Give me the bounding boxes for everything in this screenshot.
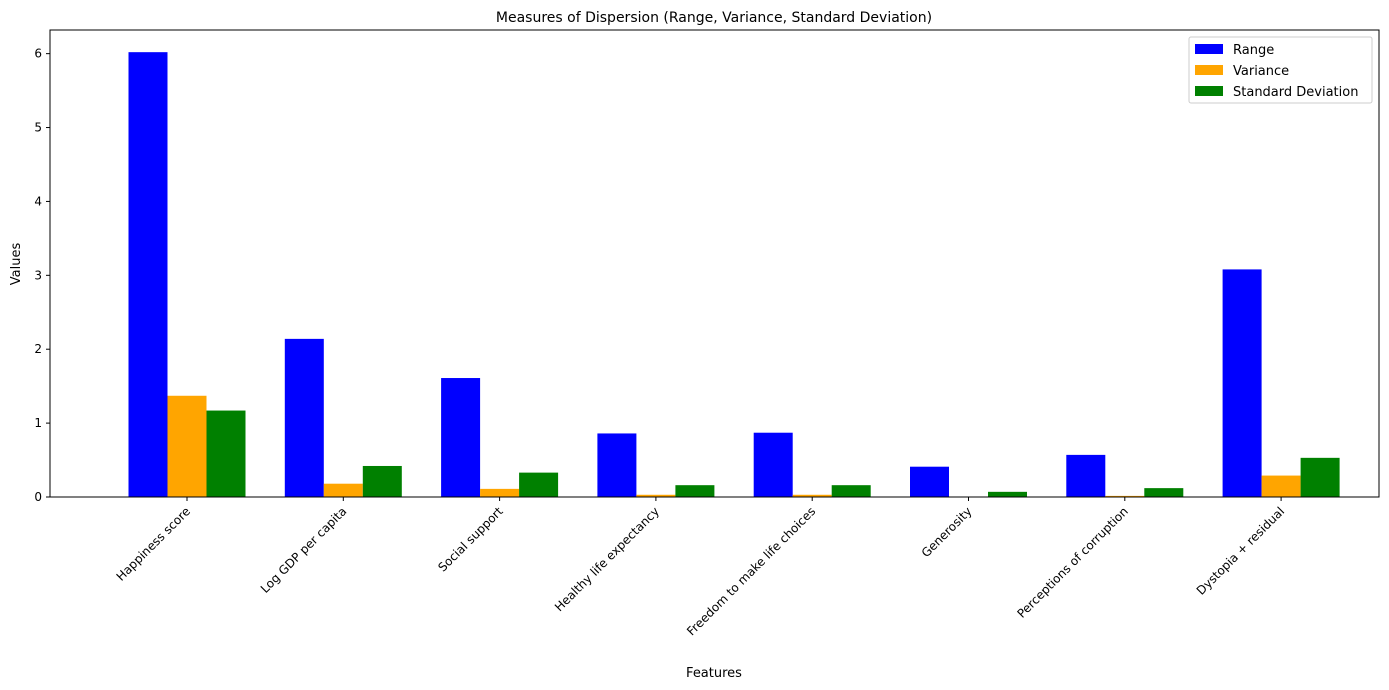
x-tick-label-1: Log GDP per capita xyxy=(258,504,350,596)
bar-range-5 xyxy=(910,466,949,497)
y-tick-label-1: 1 xyxy=(34,416,42,430)
bar-variance-4 xyxy=(792,494,832,497)
y-tick-label-3: 3 xyxy=(34,268,42,282)
bar-range-6 xyxy=(1066,454,1106,497)
y-tick-label-5: 5 xyxy=(34,121,42,135)
bar-standard-deviation-3 xyxy=(675,485,715,497)
y-tick-label-4: 4 xyxy=(34,194,42,208)
legend-label-variance: Variance xyxy=(1233,64,1289,79)
y-axis-label: Values xyxy=(9,243,24,286)
x-tick-label-0: Happiness score xyxy=(114,504,194,584)
bar-standard-deviation-7 xyxy=(1300,457,1340,497)
y-tick-label-2: 2 xyxy=(34,342,42,356)
plot-area: 0 1 2 3 4 5 6 Happiness score Log GDP per capita… xyxy=(34,29,1380,638)
x-tick-label-3: Healthy life expectancy xyxy=(552,504,662,614)
bar-range-2 xyxy=(441,378,481,497)
bar-standard-deviation-0 xyxy=(206,410,246,497)
bar-variance-0 xyxy=(167,395,207,497)
bar-range-4 xyxy=(753,432,793,497)
legend-label-standard-deviation: Standard Deviation xyxy=(1233,85,1358,100)
bar-standard-deviation-2 xyxy=(519,472,559,497)
x-tick-label-5: Generosity xyxy=(919,504,975,560)
bar-range-7 xyxy=(1222,269,1262,497)
x-axis-label: Features xyxy=(686,666,742,681)
axes-frame xyxy=(49,29,1380,498)
y-tick-label-6: 6 xyxy=(34,47,42,61)
bar-range-0 xyxy=(128,52,168,498)
x-tick-label-2: Social support xyxy=(435,504,506,575)
chart-title: Measures of Dispersion (Range, Variance,… xyxy=(496,10,932,26)
bar-variance-1 xyxy=(323,483,363,497)
x-tick-label-4: Freedom to make life choices xyxy=(684,504,818,638)
legend-box xyxy=(1188,36,1373,104)
legend-swatch-variance xyxy=(1195,65,1223,75)
legend-label-range: Range xyxy=(1233,43,1274,58)
y-tick-label-0: 0 xyxy=(34,490,42,504)
x-tick-label-6: Perceptions of corruption xyxy=(1014,504,1130,620)
bar-standard-deviation-1 xyxy=(362,465,402,497)
bar-range-1 xyxy=(284,338,324,497)
bar-standard-deviation-4 xyxy=(831,485,871,497)
bar-variance-6 xyxy=(1105,495,1145,497)
bar-variance-3 xyxy=(636,494,676,497)
bar-variance-2 xyxy=(480,488,520,497)
bar-standard-deviation-5 xyxy=(988,491,1027,497)
x-tick-label-7: Dystopia + residual xyxy=(1194,504,1287,597)
bar-range-3 xyxy=(597,433,637,497)
legend-swatch-range xyxy=(1195,44,1223,54)
bar-standard-deviation-6 xyxy=(1144,488,1184,497)
bar-variance-7 xyxy=(1261,475,1301,497)
legend: Range Variance Standard Deviation xyxy=(1188,36,1373,104)
legend-swatch-standard-deviation xyxy=(1195,86,1223,96)
